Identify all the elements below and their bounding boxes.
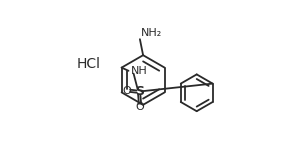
Text: S: S <box>135 85 144 98</box>
Text: O: O <box>136 102 144 112</box>
Text: NH₂: NH₂ <box>141 28 162 38</box>
Text: O: O <box>123 86 132 96</box>
Text: NH: NH <box>130 66 147 76</box>
Text: HCl: HCl <box>77 57 101 71</box>
